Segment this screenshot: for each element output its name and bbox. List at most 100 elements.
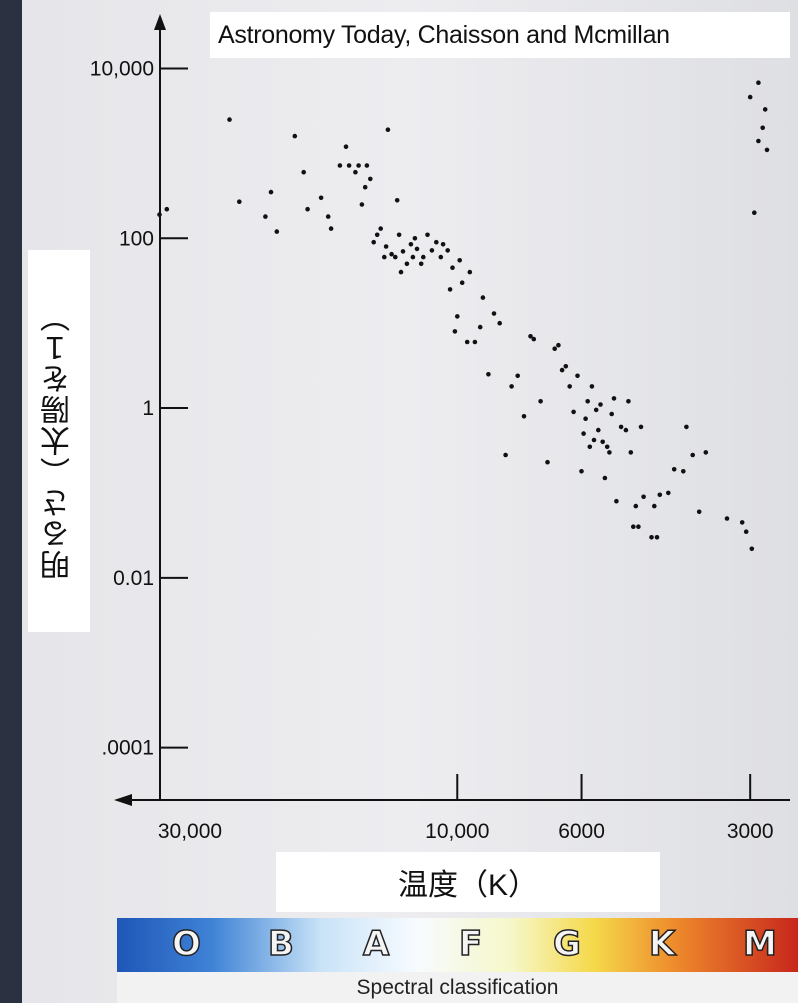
data-point <box>690 452 695 458</box>
data-point <box>571 409 576 415</box>
data-point <box>756 138 761 144</box>
y-tick-label: 1 <box>142 397 154 420</box>
data-point <box>459 280 465 286</box>
data-point <box>589 384 595 389</box>
data-point <box>552 346 557 352</box>
data-point <box>559 367 565 373</box>
x-axis-arrow <box>114 794 132 806</box>
spectral-class-o: O <box>171 923 201 965</box>
data-point <box>353 169 358 175</box>
data-point <box>447 287 453 292</box>
y-tick-label: 10,000 <box>90 58 154 81</box>
data-point <box>609 411 614 417</box>
data-point <box>649 535 654 540</box>
data-points <box>157 80 770 552</box>
spectral-class-k: K <box>648 923 676 965</box>
y-axis-label: 明るさ（太陽を１） <box>42 301 75 581</box>
data-point <box>626 399 631 404</box>
spectral-caption: Spectral classification <box>356 976 559 999</box>
data-point <box>362 184 368 190</box>
data-point <box>480 295 486 300</box>
axes <box>114 14 790 806</box>
data-point <box>654 535 660 540</box>
data-point <box>328 226 334 231</box>
data-point <box>666 490 671 496</box>
data-point <box>581 431 586 436</box>
data-point <box>623 427 629 433</box>
data-point <box>657 492 663 498</box>
data-point <box>343 144 349 149</box>
chart-title-box: Astronomy Today, Chaisson and Mcmillan <box>210 12 790 58</box>
data-point <box>346 163 352 168</box>
data-point <box>227 117 232 122</box>
data-point <box>491 311 497 316</box>
data-point <box>545 459 550 465</box>
data-point <box>618 424 624 430</box>
data-point <box>652 503 657 509</box>
data-point <box>633 503 639 509</box>
data-point <box>368 176 373 182</box>
data-point <box>438 254 444 260</box>
data-point <box>631 524 636 529</box>
data-point <box>583 416 588 422</box>
data-point <box>382 254 387 260</box>
data-point <box>400 249 406 254</box>
spectral-class-f: F <box>458 923 483 965</box>
chart-title: Astronomy Today, Chaisson and Mcmillan <box>218 21 670 49</box>
data-point <box>671 467 677 472</box>
data-point <box>421 254 426 260</box>
axis-ticks: 10,000 100 1 0.01 .0001 30,000 10,000 6000 3000 <box>90 58 774 843</box>
data-point <box>263 214 268 219</box>
data-point <box>457 258 463 263</box>
data-point <box>509 384 514 389</box>
data-point <box>538 399 543 404</box>
data-point <box>521 414 527 419</box>
data-point <box>596 427 601 433</box>
data-point <box>364 163 370 168</box>
data-point <box>756 80 761 85</box>
data-point <box>268 189 274 195</box>
data-point <box>412 236 418 241</box>
data-point <box>638 424 644 430</box>
data-point <box>393 254 398 260</box>
data-point <box>157 212 162 217</box>
data-point <box>408 242 414 247</box>
data-point <box>374 232 380 238</box>
data-point <box>747 94 753 100</box>
data-point <box>607 450 612 455</box>
data-point <box>450 265 455 271</box>
data-point <box>371 239 377 245</box>
data-point <box>445 248 451 253</box>
data-point <box>587 444 593 450</box>
data-point <box>752 210 757 215</box>
data-point <box>292 133 298 139</box>
data-point <box>396 232 402 238</box>
data-point <box>440 242 446 247</box>
data-point <box>394 198 400 203</box>
spectral-class-g: G <box>552 923 581 965</box>
data-point <box>600 439 605 445</box>
data-point <box>418 261 424 267</box>
data-point <box>684 424 689 430</box>
data-point <box>567 384 572 389</box>
data-point <box>591 437 597 443</box>
data-point <box>434 239 439 245</box>
data-point <box>703 450 709 455</box>
data-point <box>467 269 473 275</box>
data-point <box>575 373 580 379</box>
y-axis-label-box: 明るさ（太陽を１） <box>28 250 90 632</box>
data-point <box>531 336 537 342</box>
data-point <box>515 373 520 379</box>
data-point <box>628 450 634 455</box>
x-tick-label: 6000 <box>558 820 605 843</box>
data-point <box>385 127 391 132</box>
data-point <box>579 469 584 474</box>
data-point <box>477 324 483 330</box>
data-point <box>556 342 561 348</box>
data-point <box>274 229 280 234</box>
x-tick-label: 30,000 <box>158 820 222 843</box>
data-point <box>301 169 307 175</box>
spectral-class-bar: O B A F G K M <box>117 918 798 972</box>
